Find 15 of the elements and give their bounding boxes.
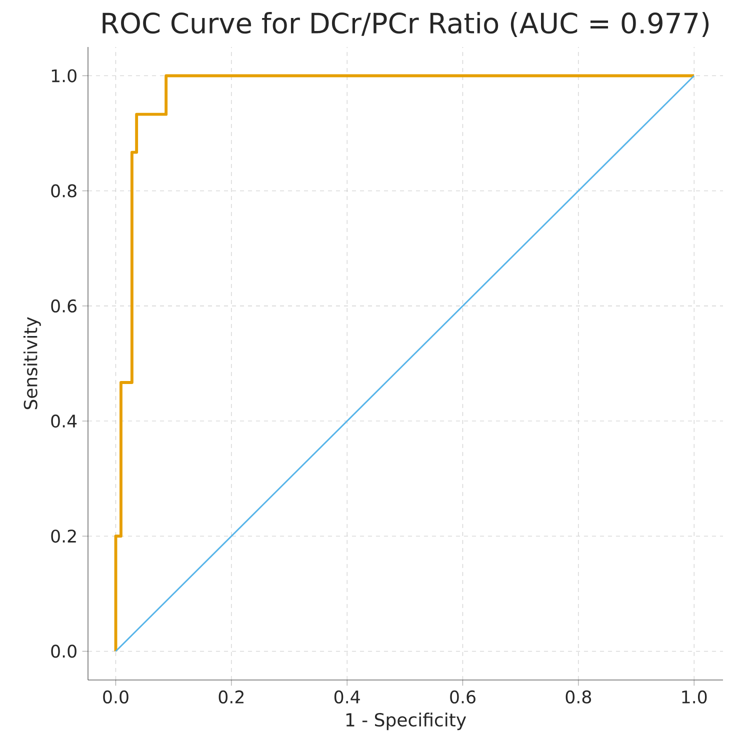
x-tick-label: 1.0	[682, 690, 707, 704]
y-tick-label: 0.0	[51, 644, 76, 658]
y-tick-label: 1.0	[52, 69, 76, 82]
x-tick-label: 0.2	[218, 690, 244, 704]
y-axis-title: Sensitivity	[23, 317, 41, 410]
y-tick-label: 0.4	[51, 414, 77, 428]
x-tick-label: 0.8	[566, 690, 592, 704]
x-tick-label: 0.4	[334, 690, 360, 704]
y-tick-label: 0.8	[51, 184, 76, 198]
y-tick-label: 0.6	[51, 299, 76, 313]
y-tick-label: 0.2	[51, 530, 76, 543]
x-tick-label: 0.6	[450, 690, 476, 704]
chart-title: ROC Curve for DCr/PCr Ratio (AUC = 0.977)	[102, 12, 709, 37]
x-axis-title: 1 - Specificity	[346, 712, 466, 730]
x-tick-label: 0.0	[103, 690, 128, 704]
